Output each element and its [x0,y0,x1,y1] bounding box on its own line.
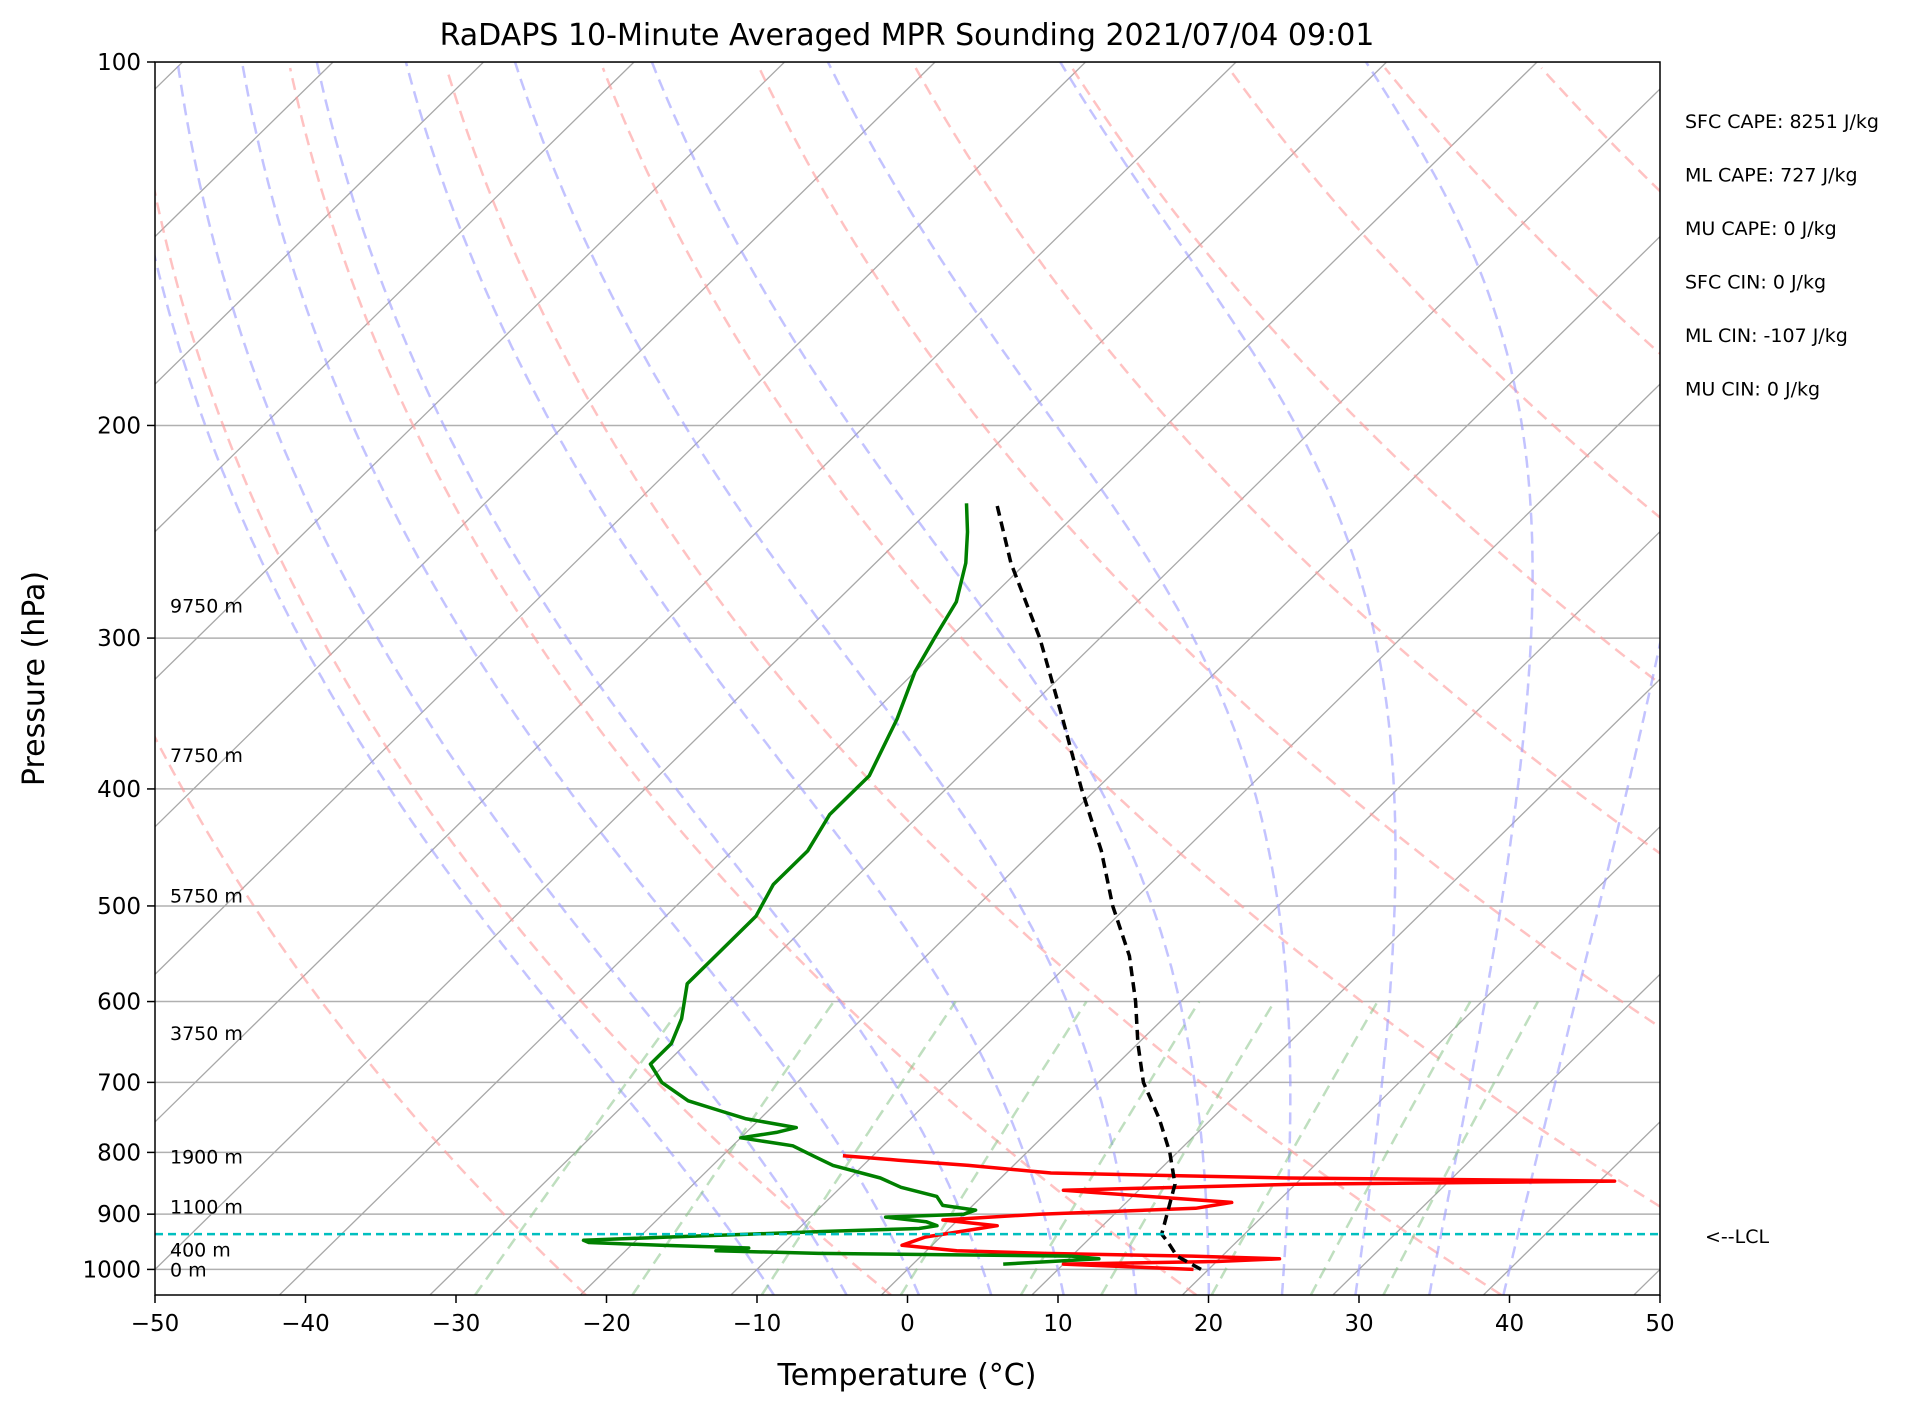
dry-adiabat-430 [1384,67,1660,356]
chart-title: RaDAPS 10-Minute Averaged MPR Sounding 2… [440,18,1375,53]
isotherm--40 [278,62,1538,1295]
parameter-label: SFC CIN: 0 J/kg [1685,272,1826,294]
y-axis-label: Pressure (hPa) [17,571,52,786]
moist-adiabat-30 [1059,62,1397,1295]
y-tick-label-1000: 1000 [82,1257,141,1283]
mixing-ratio-line-0.4 [474,1000,687,1295]
y-tick-label-300: 300 [97,626,141,652]
x-tick-label--10: −10 [733,1311,782,1337]
isotherm--20 [579,235,1660,1295]
x-tick-label--30: −30 [432,1311,481,1337]
height-label: 7750 m [170,745,243,767]
plot-area [155,62,1925,1295]
x-tick-label--20: −20 [582,1311,631,1337]
dewpoint-line [581,503,1101,1266]
moist-adiabats [155,62,1660,1295]
x-tick-label-10: 10 [1043,1311,1072,1337]
y-axis: 100 200 300 400 500 600 700 800 900 1000 [82,50,155,1283]
x-tick-label-50: 50 [1645,1311,1674,1337]
moist-adiabat-15 [513,62,1138,1295]
dry-adiabat-290 [288,67,1198,1295]
mixing-ratio-line-16 [1210,1000,1379,1295]
moist-adiabat--5 [176,62,848,1295]
isotherm--110 [155,62,485,386]
dry-adiabat-370 [914,67,1660,855]
x-tick-label-40: 40 [1495,1311,1524,1337]
height-label: 1900 m [170,1146,243,1168]
x-axis: −50 −40 −30 −20 −10 0 10 20 30 40 50 [131,1295,1675,1337]
parameter-label: ML CIN: -107 J/kg [1685,325,1848,347]
x-tick-label--50: −50 [131,1311,180,1337]
x-tick-label-20: 20 [1194,1311,1223,1337]
height-label: 3750 m [170,1023,243,1045]
isotherm--30 [429,88,1660,1295]
sounding-series [581,502,1617,1272]
x-tick-label-30: 30 [1344,1311,1373,1337]
mixing-ratio-line-24 [1309,1000,1472,1295]
moist-adiabat--10 [155,252,775,1295]
height-label: 1100 m [170,1197,243,1219]
isotherm--100 [155,62,635,533]
x-axis-label: Temperature (°C) [777,1358,1037,1393]
height-label: 9750 m [170,596,243,618]
dry-adiabat-330 [601,67,1660,1209]
y-tick-label-200: 200 [97,413,141,439]
moist-adiabat-10 [404,62,1065,1295]
isotherm-60 [1784,62,1925,1295]
moist-adiabat-0 [240,62,921,1295]
isotherm-10 [1031,678,1660,1295]
moist-adiabat-40 [1502,637,1660,1295]
temperature-line [842,1153,1617,1272]
dry-adiabat-270 [155,186,892,1295]
isotherm--70 [155,62,1087,976]
isotherm--60 [155,62,1237,1123]
height-label: 400 m [170,1240,231,1262]
y-tick-label-600: 600 [97,990,141,1016]
moist-adiabat-35 [1364,62,1534,1295]
isotherm--80 [155,62,936,828]
x-tick-label--40: −40 [281,1311,330,1337]
lcl-label: <--LCL [1705,1226,1769,1248]
y-tick-label-100: 100 [97,50,141,76]
dry-adiabat-410 [1227,67,1660,520]
parameter-label: MU CAPE: 0 J/kg [1685,218,1837,240]
y-tick-label-800: 800 [97,1140,141,1166]
x-tick-label-0: 0 [900,1311,915,1337]
mixing-ratio-line-1 [631,1000,835,1295]
lcl-line-group: <--LCL [155,1226,1769,1248]
dry-adiabat-390 [1071,67,1660,686]
y-tick-label-900: 900 [97,1202,141,1228]
parcel-line [994,502,1202,1271]
dry-adiabat-450 [1540,67,1660,193]
dry-adiabat-470 [1698,68,1925,1295]
isotherm-0 [880,530,1660,1295]
dry-adiabat-250 [155,734,587,1295]
grid [155,62,1925,1295]
isotherm--90 [155,62,786,681]
moist-adiabat-5 [315,62,993,1295]
parameter-label: MU CIN: 0 J/kg [1685,379,1820,401]
isotherm--50 [155,62,1388,1271]
isotherm-50 [1633,1268,1660,1295]
isotherm-20 [1181,825,1660,1295]
dry-adiabat-310 [445,67,1503,1295]
y-tick-label-700: 700 [97,1070,141,1096]
dry-adiabats [155,67,1925,1295]
height-label: 0 m [170,1259,207,1281]
parameters-panel: SFC CAPE: 8251 J/kg ML CAPE: 727 J/kg MU C… [1685,111,1879,401]
moist-adiabat-25 [826,62,1292,1295]
y-tick-label-500: 500 [97,894,141,920]
mixing-ratio-line-2 [760,1000,957,1295]
height-label: 5750 m [170,885,243,907]
parameter-label: SFC CAPE: 8251 J/kg [1685,111,1879,133]
moist-adiabat-20 [650,62,1211,1295]
mixing-ratio-line-32 [1382,1001,1539,1295]
dry-adiabat-350 [758,67,1660,1029]
isotherm-30 [1332,973,1660,1295]
isotherm--10 [730,383,1660,1295]
y-tick-label-400: 400 [97,777,141,803]
parameter-label: ML CAPE: 727 J/kg [1685,165,1858,187]
